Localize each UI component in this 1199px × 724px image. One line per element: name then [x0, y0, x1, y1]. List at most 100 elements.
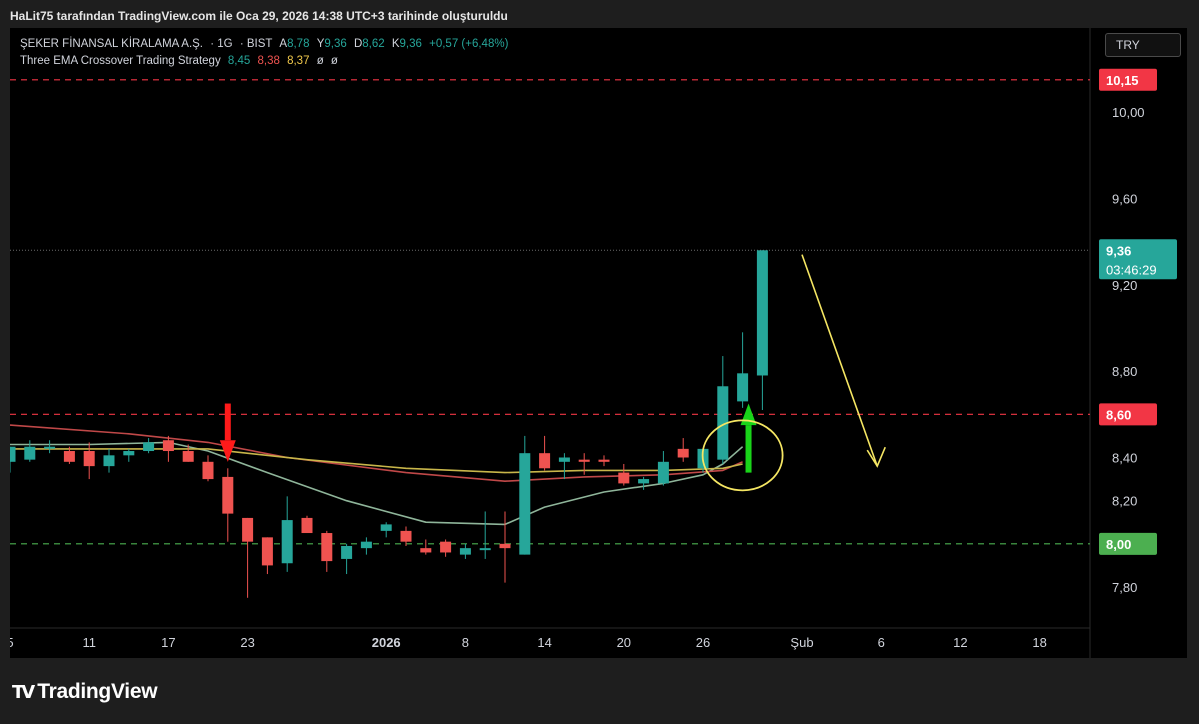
candle-body[interactable]	[202, 461, 214, 480]
forecast-arrow-line[interactable]	[801, 254, 878, 467]
indicator-value-3: 8,37	[287, 55, 310, 67]
tradingview-logo-text: TradingView	[37, 680, 158, 703]
indicator-name[interactable]: Three EMA Crossover Trading Strategy	[20, 55, 221, 67]
time-tick-label: 5	[10, 635, 14, 650]
close-value: 9,36	[399, 38, 422, 50]
level-price-tag	[1099, 68, 1157, 91]
candle-body[interactable]	[558, 457, 570, 462]
time-tick-label: 14	[537, 635, 551, 650]
snapshot-caption: HaLit75 tarafından TradingView.com ile O…	[10, 9, 508, 23]
level-price-tag	[1099, 532, 1157, 555]
price-tick-label: 8,20	[1112, 494, 1137, 509]
symbol-interval: 1G	[217, 38, 233, 50]
price-tick-label: 8,80	[1112, 364, 1137, 379]
candle-body[interactable]	[182, 451, 194, 462]
candle-body[interactable]	[539, 453, 551, 469]
level-price-tag-label: 8,60	[1106, 407, 1131, 422]
low-label: D	[353, 38, 363, 50]
currency-selector[interactable]: TRY	[1105, 33, 1181, 57]
candle-body[interactable]	[657, 461, 669, 484]
price-tick-label: 8,40	[1112, 450, 1137, 465]
indicator-extra-1: ø	[316, 55, 324, 67]
last-price-tag	[1099, 239, 1177, 280]
level-price-tag-label: 8,00	[1106, 537, 1131, 552]
tradingview-logo: 𝗧𝗩 TradingView	[12, 680, 158, 704]
crossover-highlight-circle[interactable]	[701, 419, 784, 492]
candle-body[interactable]	[499, 543, 511, 549]
candle-body[interactable]	[380, 524, 392, 531]
forecast-arrow-head	[866, 446, 886, 468]
ema-fast-line	[10, 441, 744, 526]
candle-body[interactable]	[83, 451, 95, 467]
candle-body[interactable]	[123, 451, 135, 456]
low-value: 8,62	[362, 38, 385, 50]
buy-signal-arrow-shaft	[745, 425, 752, 473]
time-tick-label: 12	[953, 635, 967, 650]
high-value: 9,36	[324, 38, 347, 50]
candle-body[interactable]	[598, 459, 610, 462]
candle-body[interactable]	[341, 545, 353, 559]
time-tick-label: Şub	[790, 635, 813, 650]
candle-body[interactable]	[420, 548, 432, 553]
candle-body[interactable]	[618, 472, 630, 484]
time-tick-label: 11	[82, 635, 96, 650]
indicator-value-2: 8,38	[257, 55, 280, 67]
candle-body[interactable]	[321, 533, 333, 562]
symbol-legend: ŞEKER FİNANSAL KİRALAMA A.Ş. · 1G · BIST…	[20, 38, 509, 50]
last-price-tag-label: 9,36	[1106, 243, 1131, 258]
candle-body[interactable]	[261, 537, 273, 566]
time-tick-label: 17	[161, 635, 175, 650]
candle-body[interactable]	[677, 448, 689, 458]
candle-body[interactable]	[440, 541, 452, 553]
open-value: 8,78	[287, 38, 310, 50]
candle-body[interactable]	[578, 459, 590, 462]
high-label: Y	[316, 38, 325, 50]
open-label: A	[279, 38, 288, 50]
time-tick-label: 20	[617, 635, 631, 650]
candle-body[interactable]	[717, 386, 729, 460]
chart-area[interactable]: 10,00 9,60 9,20 8,80 8,40 8,20 7,80 10,15 8,60 8,…	[10, 28, 1187, 658]
candle-body[interactable]	[63, 451, 75, 462]
sell-signal-arrow-shaft	[224, 403, 231, 441]
candle-body[interactable]	[301, 517, 313, 534]
level-price-tag	[1099, 403, 1157, 426]
candle-body[interactable]	[459, 548, 471, 555]
symbol-exchange: BIST	[246, 38, 273, 50]
tradingview-logo-icon: 𝗧𝗩	[12, 682, 35, 702]
candle-body[interactable]	[479, 548, 491, 551]
symbol-name[interactable]: ŞEKER FİNANSAL KİRALAMA A.Ş.	[20, 38, 204, 50]
candle-body[interactable]	[756, 250, 768, 376]
bar-countdown-label: 03:46:29	[1106, 262, 1157, 277]
candle-body[interactable]	[281, 520, 293, 564]
time-tick-label: 2026	[372, 635, 401, 650]
time-tick-label: 18	[1032, 635, 1046, 650]
candle-body[interactable]	[143, 442, 155, 452]
candle-body[interactable]	[638, 479, 650, 484]
time-tick-label: 8	[462, 635, 469, 650]
candle-body[interactable]	[162, 440, 174, 452]
candle-body[interactable]	[44, 446, 56, 449]
time-tick-label: 26	[696, 635, 710, 650]
plot-background[interactable]	[10, 28, 1090, 628]
price-tick-label: 9,20	[1112, 278, 1137, 293]
candle-body[interactable]	[103, 455, 115, 467]
indicator-extra-2: ø	[330, 55, 338, 67]
price-tick-label: 7,80	[1112, 580, 1137, 595]
candle-body[interactable]	[360, 541, 372, 549]
indicator-value-1: 8,45	[227, 55, 251, 67]
candle-body[interactable]	[242, 517, 254, 542]
change-value: +0,57 (+6,48%)	[429, 38, 509, 50]
price-chart[interactable]: 10,00 9,60 9,20 8,80 8,40 8,20 7,80 10,15 8,60 8,…	[10, 28, 1187, 658]
candle-body[interactable]	[10, 446, 16, 462]
candle-body[interactable]	[737, 373, 749, 402]
indicator-legend: Three EMA Crossover Trading Strategy 8,4…	[20, 55, 338, 67]
price-tick-label: 10,00	[1112, 105, 1145, 120]
candle-body[interactable]	[24, 446, 36, 460]
sell-signal-arrow-head	[219, 440, 236, 462]
close-label: K	[391, 38, 400, 50]
level-price-tag-label: 10,15	[1106, 73, 1139, 88]
candle-body[interactable]	[519, 453, 531, 555]
candle-body[interactable]	[222, 476, 234, 514]
price-tick-label: 9,60	[1112, 192, 1137, 207]
candle-body[interactable]	[400, 530, 412, 542]
